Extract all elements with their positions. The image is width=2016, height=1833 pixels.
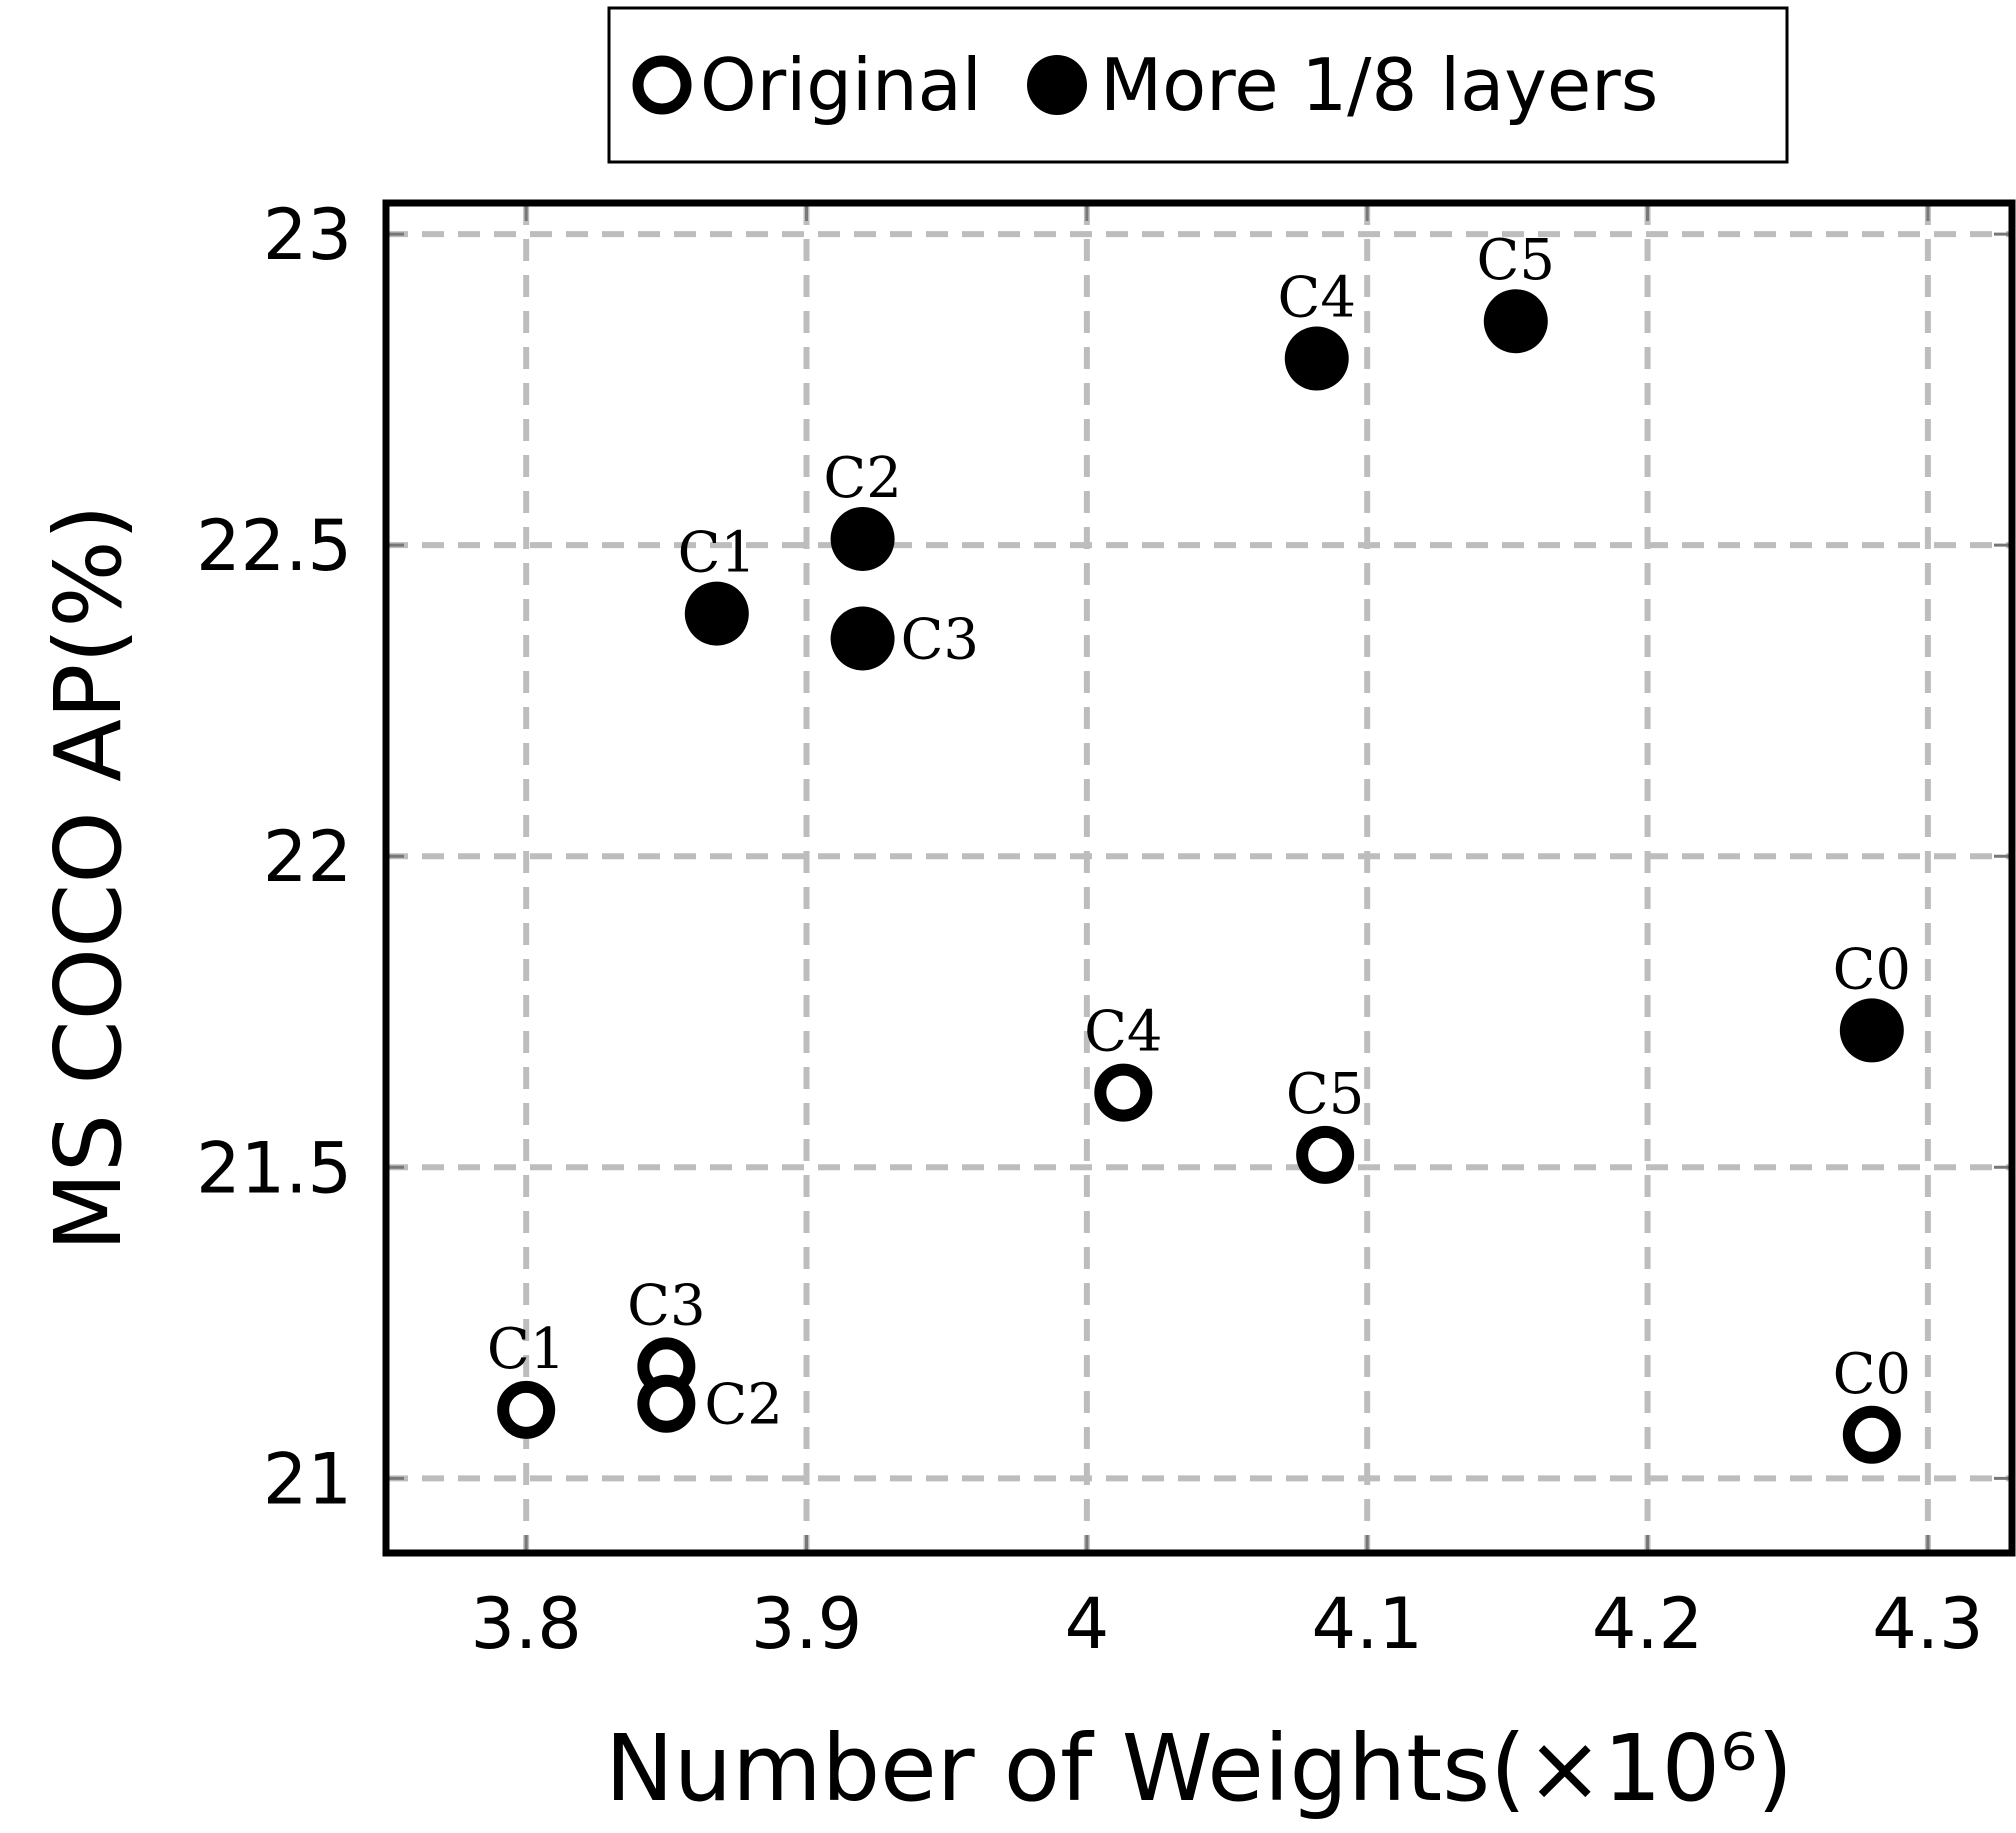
point-original-c5 [1296,1125,1355,1184]
point-label-more-layers-c2: C2 [823,446,901,511]
point-label-original-c4: C4 [1084,1000,1162,1065]
point-labels: C1 C3 C2 C4 C5 C0 C1 C2 C3 C4 C5 C0 [487,228,1911,1437]
point-label-more-layers-c4: C4 [1278,266,1356,331]
y-axis-title: MS COCO AP(%) [35,504,142,1251]
x-tick-label: 3.8 [471,1583,582,1665]
point-label-original-c0: C0 [1833,1342,1911,1407]
x-tick-labels: 3.8 3.9 4 4.1 4.2 4.3 [471,1583,1984,1665]
data-points [497,289,1904,1464]
y-tick-label: 21 [263,1438,352,1520]
point-label-original-c3: C3 [627,1273,705,1338]
x-tick-label: 4.3 [1872,1583,1983,1665]
point-more-layers-c1 [684,581,749,646]
point-label-more-layers-c1: C1 [678,521,756,586]
point-label-more-layers-c3: C3 [901,607,979,672]
point-more-layers-c2 [830,506,895,571]
tick-marks [386,203,2012,1553]
x-tick-label: 4.1 [1312,1583,1423,1665]
point-label-more-layers-c0: C0 [1833,937,1911,1002]
legend-marker-more-layers [1027,55,1087,115]
x-tick-label: 4 [1065,1583,1110,1665]
point-label-original-c2: C2 [704,1373,782,1438]
legend-label-more-layers: More 1/8 layers [1100,43,1658,127]
point-label-original-c1: C1 [487,1317,565,1382]
point-label-original-c5: C5 [1286,1062,1364,1127]
legend: Original More 1/8 layers [607,6,1789,164]
y-tick-label: 22 [263,816,352,898]
plot-area-frame [382,199,2016,1557]
y-tick-labels: 21 21.5 22 22.5 23 [196,194,352,1520]
point-original-c0 [1842,1405,1901,1464]
x-tick-label: 3.9 [751,1583,862,1665]
point-label-more-layers-c5: C5 [1477,228,1555,293]
x-axis-title: Number of Weights(×10⁶) [605,1715,1793,1822]
point-more-layers-c3 [830,606,895,671]
point-more-layers-c4 [1284,326,1349,391]
x-tick-label: 4.2 [1592,1583,1703,1665]
point-original-c2 [637,1374,696,1433]
point-original-c1 [497,1380,556,1439]
legend-marker-original [632,55,692,115]
grid [386,203,2012,1553]
point-more-layers-c5 [1483,289,1548,354]
y-tick-label: 23 [263,194,352,276]
legend-box [607,6,1789,164]
point-more-layers-c0 [1839,998,1904,1063]
y-tick-label: 21.5 [196,1127,352,1209]
legend-label-original: Original [700,43,982,127]
point-original-c4 [1094,1063,1153,1122]
y-tick-label: 22.5 [196,505,352,587]
